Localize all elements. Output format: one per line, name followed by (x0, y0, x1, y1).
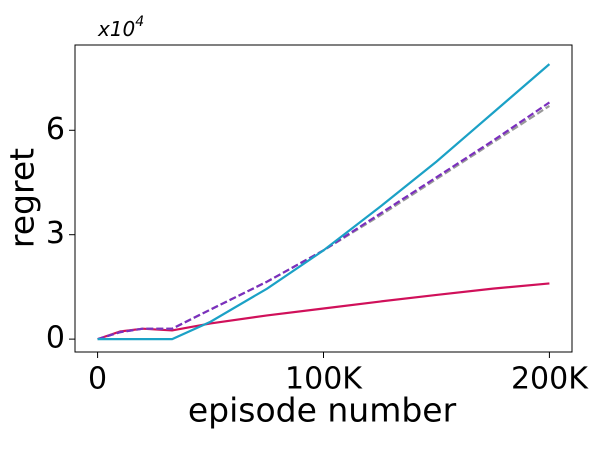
y-tick-label: 6 (46, 112, 65, 147)
line-series (97, 104, 551, 341)
y-tick-label: 0 (46, 321, 65, 356)
plot-frame (74, 44, 573, 353)
y-tick-label: 3 (46, 216, 65, 251)
x-tick-label: 100K (285, 362, 363, 397)
y-multiplier: x104 (97, 14, 144, 41)
x-axis-label: episode number (188, 391, 457, 430)
y-axis-label: regret (3, 148, 42, 248)
line-series (97, 282, 550, 341)
x-tick-label: 200K (511, 362, 589, 397)
x-tick-label: 0 (88, 362, 107, 397)
line-series (97, 101, 551, 341)
line-series (97, 63, 551, 341)
y-multiplier-exponent: 4 (135, 14, 144, 30)
y-multiplier-base: x10 (97, 17, 135, 41)
